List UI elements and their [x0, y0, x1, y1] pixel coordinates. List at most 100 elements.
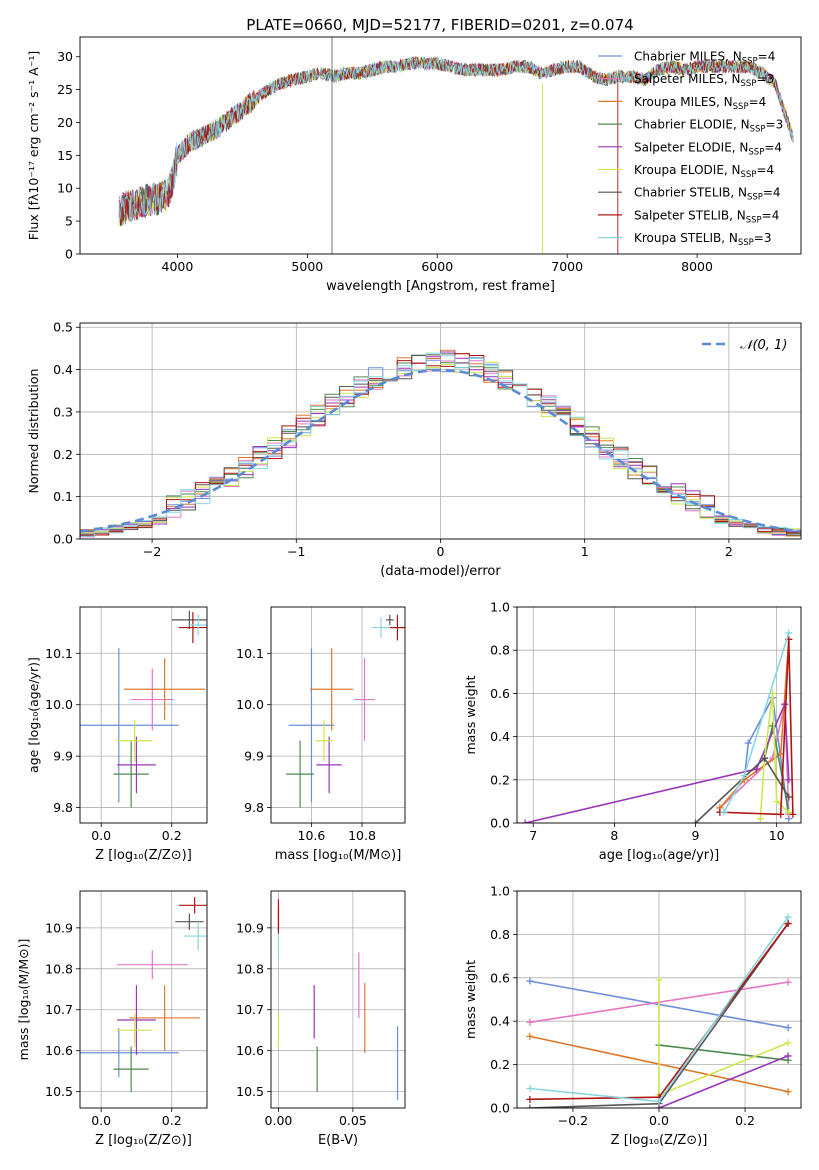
- panel-mass-vs-EBV: 0.00 0.05 10.5 10.6 10.7 10.8 10.9 E(B-V): [236, 890, 406, 1148]
- weight-marker: [784, 978, 792, 986]
- x-tick-label: 7: [529, 828, 537, 843]
- y-tick-label: 10.5: [236, 1084, 264, 1099]
- panel-age-vs-mass: 10.6 10.8 9.8 9.9 10.0 10.1 mass [log₁₀(M/M⊙)]: [236, 606, 406, 863]
- y-axis-label: Flux [fλ10⁻¹⁷ erg cm⁻² s⁻¹ A⁻¹]: [26, 51, 41, 240]
- weight-marker: [785, 793, 793, 801]
- weight-marker: [526, 1084, 534, 1092]
- weight-line: [723, 632, 790, 813]
- y-tick-label: 25: [57, 82, 73, 97]
- panel-residuals: −2 −1 0 1 2 0.0 0.1 0.2 0.3 0.4 0.5 (data-model)/er…: [26, 320, 802, 579]
- legend-label: 𝒩(0, 1): [740, 338, 787, 353]
- y-axis-label: mass weight: [463, 960, 478, 1039]
- y-tick-label: 0.2: [490, 1057, 510, 1072]
- weight-marker: [756, 815, 764, 823]
- x-tick-label: 0.05: [339, 1113, 367, 1128]
- axes-frame: [516, 606, 802, 824]
- y-tick-label: 0.2: [490, 772, 510, 787]
- legend-label: Kroupa MILES, NSSP=4: [634, 95, 766, 112]
- weight-marker: [526, 1018, 534, 1026]
- x-tick-label: 1: [581, 544, 589, 559]
- y-tick-label: 10: [57, 181, 73, 196]
- plot-area: [80, 349, 801, 538]
- y-tick-label: 10.7: [45, 1002, 73, 1017]
- panel-weight-vs-Z: −0.2 0.0 0.2 0.0 0.2 0.4 0.6 0.8 1.0 Z [log₁₀(Z/Z…: [463, 884, 802, 1148]
- weight-marker: [655, 976, 663, 984]
- y-tick-label: 10.6: [45, 1043, 73, 1058]
- weight-marker: [789, 810, 797, 818]
- x-tick-label: 10.6: [298, 828, 326, 843]
- axes-frame: [79, 36, 802, 255]
- weight-marker: [526, 1104, 534, 1108]
- legend-label: Kroupa ELODIE, NSSP=4: [634, 163, 774, 180]
- y-tick-label: 10.1: [45, 646, 73, 661]
- legend-label: Chabrier ELODIE, NSSP=3: [634, 118, 783, 135]
- x-tick-label: 6000: [421, 259, 453, 274]
- y-axis-label: mass [log₁₀(M/M⊙)]: [16, 939, 31, 1061]
- x-tick-label: 7000: [551, 259, 583, 274]
- x-tick-label: 0: [437, 544, 445, 559]
- y-axis-label: Normed distribution: [26, 369, 41, 494]
- weight-marker: [744, 739, 752, 747]
- y-tick-label: 5: [65, 214, 73, 229]
- weight-marker: [692, 819, 700, 823]
- y-tick-label: 9.8: [244, 800, 264, 815]
- weight-marker: [760, 754, 768, 762]
- x-axis-label: mass [log₁₀(M/M⊙)]: [275, 848, 402, 863]
- x-tick-label: −1: [287, 544, 305, 559]
- y-tick-label: 9.8: [53, 800, 73, 815]
- weight-line: [719, 639, 790, 809]
- y-tick-label: 10.0: [45, 697, 73, 712]
- legend-label: Salpeter MILES, NSSP=3: [634, 72, 774, 89]
- axes-frame: [79, 890, 208, 1109]
- y-tick-label: 0.1: [53, 489, 73, 504]
- weight-marker: [526, 1095, 534, 1103]
- x-tick-label: −0.2: [558, 1113, 588, 1128]
- x-tick-label: 10.8: [348, 828, 376, 843]
- axes-frame: [270, 890, 406, 1109]
- panel-spectrum: 4000 5000 6000 7000 8000 0 5 10 15 20 25 30 waveleng…: [26, 36, 802, 294]
- x-tick-label: 10: [769, 828, 785, 843]
- y-tick-label: 10.9: [236, 920, 264, 935]
- y-tick-label: 0.6: [490, 970, 510, 985]
- weight-marker: [784, 913, 792, 921]
- page-title: PLATE=0660, MJD=52177, FIBERID=0201, z=0…: [246, 16, 633, 34]
- histogram-step: [80, 353, 801, 536]
- y-tick-label: 10.7: [236, 1002, 264, 1017]
- weight-marker: [526, 977, 534, 985]
- panel-mass-vs-Z: 0.0 0.2 10.5 10.6 10.7 10.8 10.9 Z [log₁₀(Z/Z⊙)…: [16, 890, 208, 1148]
- y-tick-label: 20: [57, 115, 73, 130]
- y-tick-label: 0.0: [53, 532, 73, 547]
- legend-label: Chabrier STELIB, NSSP=4: [634, 186, 781, 203]
- weight-marker: [521, 819, 529, 823]
- x-tick-label: 0.0: [91, 828, 111, 843]
- axes-frame: [79, 606, 208, 824]
- x-axis-label: (data-model)/error: [380, 564, 501, 579]
- y-axis-label: age [log₁₀(age/yr)]: [26, 657, 41, 773]
- y-axis-label: mass weight: [463, 675, 478, 754]
- x-axis-label: E(B-V): [318, 1133, 358, 1148]
- weight-marker: [784, 1052, 792, 1060]
- weight-marker: [784, 920, 792, 928]
- weight-line: [524, 703, 790, 823]
- y-tick-label: 10.8: [45, 961, 73, 976]
- weight-line: [719, 639, 794, 816]
- y-tick-label: 0.6: [490, 686, 510, 701]
- weight-marker: [740, 771, 748, 779]
- y-tick-label: 0.2: [53, 447, 73, 462]
- x-tick-label: 2: [725, 544, 733, 559]
- y-tick-label: 0.8: [490, 643, 510, 658]
- x-tick-label: 8: [610, 828, 618, 843]
- x-tick-label: −2: [143, 544, 161, 559]
- weight-marker: [781, 700, 789, 708]
- x-axis-label: age [log₁₀(age/yr)]: [599, 848, 720, 863]
- x-tick-label: 0.0: [91, 1113, 111, 1128]
- residuals-legend: 𝒩(0, 1): [702, 338, 787, 353]
- plot-area: [286, 614, 405, 808]
- x-tick-label: 0.0: [649, 1113, 669, 1128]
- y-tick-label: 0: [65, 247, 73, 262]
- y-tick-label: 0.0: [490, 1101, 510, 1116]
- plot-area: [277, 899, 399, 1100]
- plot-area: [521, 629, 797, 823]
- plot-area: [80, 897, 207, 1092]
